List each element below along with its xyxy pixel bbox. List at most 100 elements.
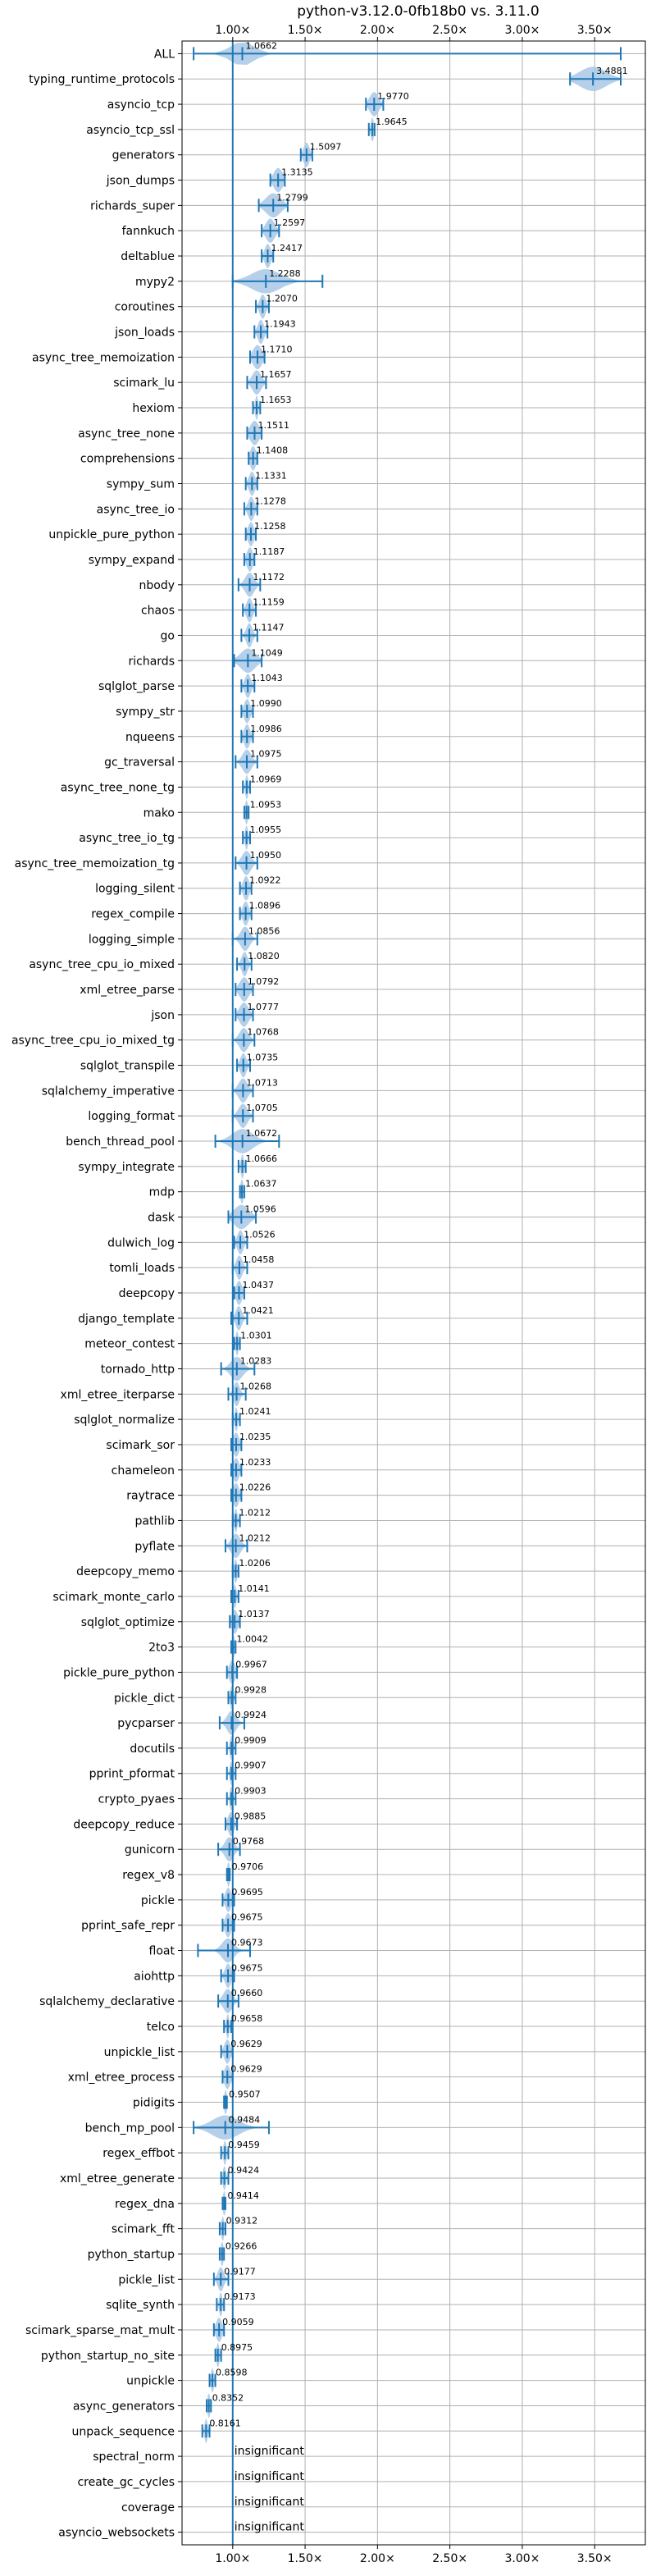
insignificant-label: insignificant bbox=[235, 2521, 305, 2534]
category-label: hexiom bbox=[132, 402, 175, 415]
value-label: 1.2417 bbox=[271, 243, 303, 253]
value-label: 0.9507 bbox=[229, 2090, 261, 2100]
category-label: sqlglot_optimize bbox=[81, 1616, 175, 1629]
category-label: async_tree_cpu_io_mixed bbox=[29, 958, 175, 971]
category-label: float bbox=[149, 1945, 175, 1958]
category-label: async_tree_cpu_io_mixed_tg bbox=[11, 1035, 175, 1048]
category-label: regex_v8 bbox=[122, 1869, 175, 1882]
category-label: pickle_list bbox=[118, 2273, 175, 2286]
value-label: 1.0212 bbox=[239, 1507, 271, 1518]
category-label: json_loads bbox=[114, 327, 175, 340]
value-label: 1.0666 bbox=[246, 1153, 278, 1164]
x-tick-label-bottom: 1.00× bbox=[215, 2552, 250, 2565]
x-tick-label-top: 2.00× bbox=[360, 24, 395, 37]
category-label: sqlite_synth bbox=[106, 2299, 175, 2312]
x-tick-label-bottom: 1.50× bbox=[288, 2552, 323, 2565]
value-label: 1.0672 bbox=[246, 1128, 278, 1139]
value-label: 0.9928 bbox=[235, 1684, 267, 1695]
value-label: 1.2799 bbox=[276, 192, 308, 203]
category-label: ALL bbox=[154, 48, 175, 61]
value-label: 1.1278 bbox=[254, 496, 286, 506]
value-label: 1.0705 bbox=[246, 1103, 278, 1113]
value-label: 1.0662 bbox=[245, 40, 277, 51]
value-label: 1.1943 bbox=[264, 319, 296, 330]
category-label: pickle_pure_python bbox=[63, 1666, 175, 1679]
value-label: 1.1657 bbox=[260, 369, 292, 380]
value-label: 1.0777 bbox=[248, 1002, 280, 1012]
category-label: meteor_contest bbox=[84, 1338, 175, 1351]
value-label: 0.8352 bbox=[212, 2392, 244, 2403]
category-label: xml_etree_parse bbox=[80, 984, 175, 997]
value-label: 1.1258 bbox=[254, 521, 286, 532]
category-label: raytrace bbox=[126, 1490, 175, 1503]
value-label: 0.8161 bbox=[209, 2418, 241, 2428]
insignificant-label: insignificant bbox=[235, 2470, 305, 2483]
category-label: chameleon bbox=[112, 1464, 175, 1478]
x-tick-label-bottom: 3.50× bbox=[577, 2552, 613, 2565]
value-label: 1.1049 bbox=[251, 647, 283, 658]
category-label: async_tree_memoization_tg bbox=[15, 857, 175, 870]
value-label: 1.0212 bbox=[239, 1532, 271, 1543]
category-label: deepcopy_reduce bbox=[73, 1818, 175, 1831]
category-label: logging_simple bbox=[89, 933, 175, 946]
category-label: mdp bbox=[149, 1186, 175, 1199]
category-label: telco bbox=[147, 2021, 175, 2034]
value-label: 1.1331 bbox=[255, 470, 287, 481]
category-label: deepcopy_memo bbox=[76, 1565, 175, 1578]
category-label: nbody bbox=[139, 579, 175, 592]
value-label: 0.9629 bbox=[230, 2064, 262, 2075]
category-label: async_tree_io_tg bbox=[79, 832, 175, 845]
category-label: generators bbox=[112, 149, 175, 162]
category-label: pprint_pformat bbox=[89, 1768, 175, 1781]
marker-layer bbox=[193, 47, 622, 2438]
category-label: regex_dna bbox=[115, 2198, 175, 2211]
category-label: comprehensions bbox=[80, 453, 175, 466]
category-label: python_startup_no_site bbox=[41, 2350, 175, 2363]
category-label: docutils bbox=[130, 1742, 175, 1756]
value-label: 1.0226 bbox=[239, 1482, 271, 1493]
value-label: 3.4881 bbox=[596, 66, 628, 76]
category-label: go bbox=[161, 629, 175, 642]
x-tick-label-top: 1.50× bbox=[288, 24, 323, 37]
category-label: logging_format bbox=[88, 1110, 175, 1123]
category-label: unpickle_pure_python bbox=[48, 528, 175, 541]
value-label: 1.0768 bbox=[247, 1027, 279, 1038]
category-label: gunicorn bbox=[125, 1843, 175, 1857]
value-label: 0.9967 bbox=[235, 1659, 267, 1669]
category-label: async_tree_none_tg bbox=[61, 781, 175, 794]
category-label: sqlglot_parse bbox=[98, 680, 175, 693]
category-label: coverage bbox=[121, 2501, 175, 2514]
category-label: dulwich_log bbox=[107, 1236, 175, 1249]
value-label: 0.9312 bbox=[226, 2216, 258, 2227]
value-label: 1.0283 bbox=[240, 1355, 272, 1366]
value-label: 0.9459 bbox=[228, 2140, 260, 2150]
category-label: scimark_sparse_mat_mult bbox=[25, 2324, 175, 2337]
category-label: crypto_pyaes bbox=[98, 1793, 175, 1806]
value-label: 1.0950 bbox=[250, 850, 282, 861]
value-label: 1.2288 bbox=[269, 268, 301, 279]
value-label: 1.0437 bbox=[243, 1280, 275, 1290]
category-label: unpack_sequence bbox=[72, 2425, 175, 2438]
category-label: richards bbox=[129, 655, 175, 668]
value-label: 1.0458 bbox=[243, 1254, 275, 1265]
grid-layer bbox=[182, 41, 645, 2545]
value-label: 1.0206 bbox=[239, 1558, 271, 1569]
category-label: logging_silent bbox=[95, 883, 175, 896]
category-label: scimark_fft bbox=[112, 2223, 175, 2236]
category-label: pickle bbox=[141, 1894, 175, 1907]
category-label: asyncio_tcp_ssl bbox=[86, 124, 175, 137]
value-label: 0.9909 bbox=[235, 1735, 266, 1746]
plot-frame bbox=[181, 40, 646, 2546]
chart-title: python-v3.12.0-0fb18b0 vs. 3.11.0 bbox=[297, 3, 539, 20]
category-label: bench_thread_pool bbox=[66, 1135, 175, 1149]
value-label: 1.0820 bbox=[248, 951, 280, 961]
category-label: pidigits bbox=[133, 2097, 175, 2110]
category-label: pyflate bbox=[134, 1540, 175, 1553]
x-tick-label-bottom: 2.50× bbox=[432, 2552, 467, 2565]
value-label: 1.0141 bbox=[238, 1583, 270, 1594]
x-tick-label-top: 2.50× bbox=[432, 24, 467, 37]
value-label: 1.1710 bbox=[261, 344, 293, 354]
value-label: 1.9770 bbox=[377, 91, 409, 102]
category-label: asyncio_websockets bbox=[58, 2527, 175, 2540]
category-label: mako bbox=[144, 806, 175, 820]
